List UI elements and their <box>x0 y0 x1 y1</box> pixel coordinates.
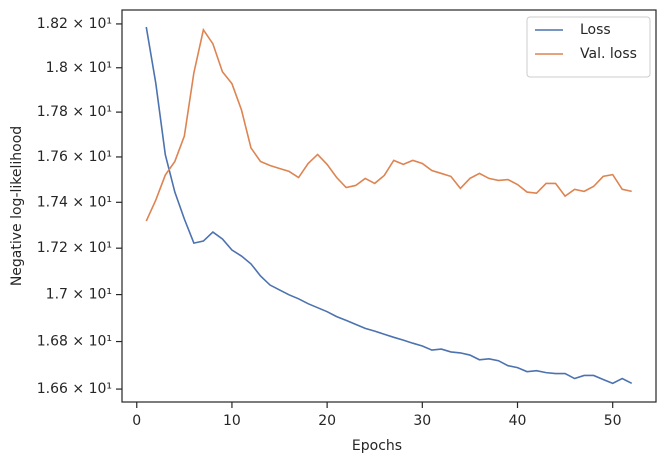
x-tick-label: 0 <box>132 413 141 429</box>
y-tick-label: 1.7 × 10¹ <box>46 287 112 303</box>
y-tick-label: 1.78 × 10¹ <box>37 104 112 120</box>
x-tick-label: 10 <box>223 413 241 429</box>
y-tick-label: 1.82 × 10¹ <box>37 16 112 32</box>
y-tick-label: 1.76 × 10¹ <box>37 149 112 165</box>
x-tick-label: 20 <box>318 413 336 429</box>
y-tick-label: 1.72 × 10¹ <box>37 240 112 256</box>
legend-label: Val. loss <box>580 46 637 62</box>
legend-box <box>526 16 651 78</box>
x-tick-label: 50 <box>604 413 622 429</box>
x-tick-label: 30 <box>413 413 431 429</box>
plot-frame <box>121 9 657 403</box>
y-tick-label: 1.74 × 10¹ <box>37 194 112 210</box>
line-series <box>145 26 633 385</box>
x-tick-label: 40 <box>509 413 527 429</box>
y-tick-label: 1.68 × 10¹ <box>37 334 112 350</box>
legend-label: Loss <box>580 22 611 38</box>
y-axis-label: Negative log-likelihood <box>9 126 25 286</box>
line-series <box>145 27 632 222</box>
y-tick-label: 1.8 × 10¹ <box>46 60 112 76</box>
y-tick-label: 1.66 × 10¹ <box>37 381 112 397</box>
x-axis-label: Epochs <box>352 438 402 454</box>
